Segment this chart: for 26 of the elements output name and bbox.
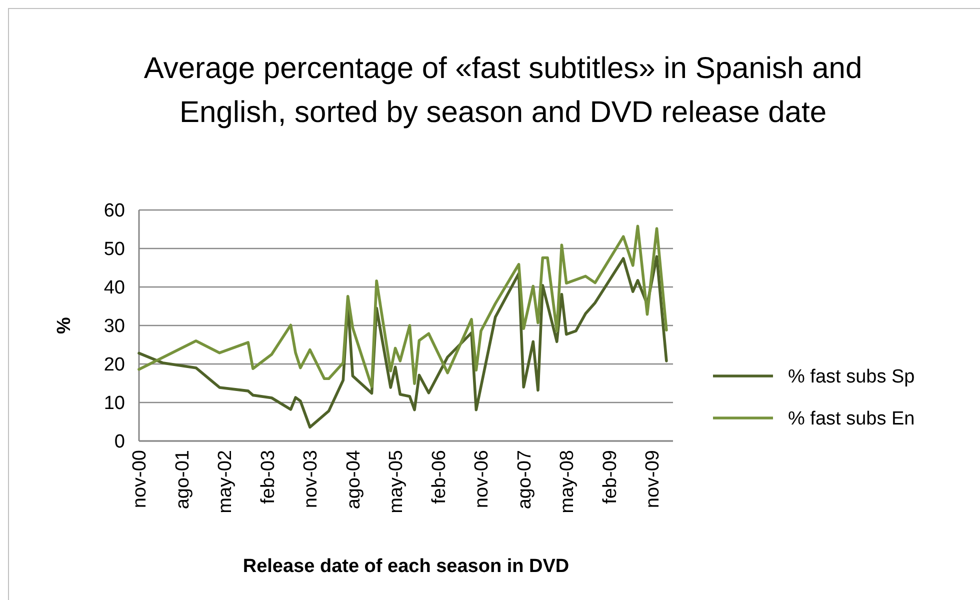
legend-label: % fast subs Sp [788, 366, 915, 388]
x-tick-label: may-02 [214, 450, 236, 514]
y-tick-label: 0 [114, 432, 125, 453]
x-tick-label: ago-04 [343, 450, 364, 510]
x-axis-title: Release date of each season in DVD [242, 556, 570, 577]
y-tick-label: 50 [104, 239, 125, 260]
x-tick-label: ago-07 [514, 450, 536, 510]
x-tick-label: feb-03 [258, 450, 279, 504]
x-tick-label: ago-01 [172, 450, 194, 510]
x-tick-label: feb-06 [429, 450, 450, 504]
x-tick-label: nov-09 [642, 450, 664, 508]
x-tick-label: nov-00 [130, 450, 151, 508]
x-tick-label: nov-06 [472, 450, 493, 508]
line-series [138, 224, 668, 388]
x-tick-label: nov-03 [300, 450, 322, 508]
y-tick-label: 20 [104, 354, 125, 376]
x-tick-label: may-08 [557, 450, 578, 514]
y-tick-label: 10 [104, 393, 125, 414]
y-tick-label: 60 [104, 200, 125, 222]
y-tick-label: 40 [104, 278, 125, 299]
chart-title: Average percentage of «fast subtitles» in Spanish and English, sorted by season and DVD release date [144, 52, 862, 129]
y-tick-label: 30 [104, 316, 125, 338]
legend-label: % fast subs En [788, 408, 915, 430]
y-axis-title: % [54, 316, 75, 334]
x-tick-label: feb-09 [600, 450, 622, 504]
x-tick-label: may-05 [386, 450, 407, 514]
